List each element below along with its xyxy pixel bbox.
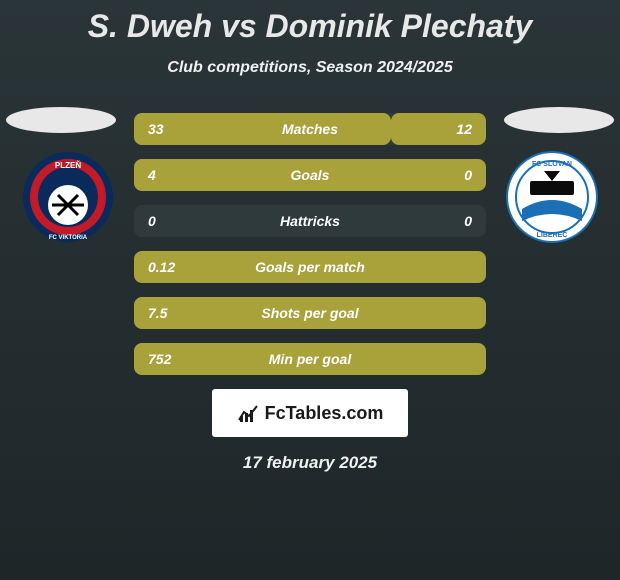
stat-value-right: 12 bbox=[456, 121, 472, 137]
stat-value-right: 0 bbox=[464, 167, 472, 183]
ellipse-right bbox=[504, 107, 614, 133]
watermark: FcTables.com bbox=[212, 389, 408, 437]
stat-label: Shots per goal bbox=[134, 305, 486, 321]
stat-row: 33Matches12 bbox=[134, 113, 486, 145]
liberec-crest-icon: FC SLOVAN LIBEREC bbox=[502, 151, 602, 243]
right-club-crest: FC SLOVAN LIBEREC bbox=[502, 151, 602, 243]
svg-text:LIBEREC: LIBEREC bbox=[537, 232, 568, 239]
svg-text:FC VIKTORIA: FC VIKTORIA bbox=[49, 235, 88, 241]
plzen-crest-icon: PLZEŇ FC VIKTORIA bbox=[18, 151, 118, 243]
stat-rows: 33Matches124Goals00Hattricks00.12Goals p… bbox=[134, 113, 486, 375]
subtitle: Club competitions, Season 2024/2025 bbox=[0, 59, 620, 77]
stat-row: 0.12Goals per match bbox=[134, 251, 486, 283]
comparison-panel: PLZEŇ FC VIKTORIA FC SLOVAN LIBEREC 33Ma… bbox=[0, 113, 620, 473]
stat-row: 4Goals0 bbox=[134, 159, 486, 191]
stat-label: Hattricks bbox=[134, 213, 486, 229]
left-club-crest: PLZEŇ FC VIKTORIA bbox=[18, 151, 118, 243]
stat-label: Matches bbox=[134, 121, 486, 137]
stat-row: 7.5Shots per goal bbox=[134, 297, 486, 329]
stat-value-right: 0 bbox=[464, 213, 472, 229]
watermark-text: FcTables.com bbox=[265, 403, 384, 424]
stat-label: Goals per match bbox=[134, 259, 486, 275]
chart-icon bbox=[237, 402, 259, 424]
stat-label: Min per goal bbox=[134, 351, 486, 367]
svg-text:FC SLOVAN: FC SLOVAN bbox=[532, 161, 572, 168]
svg-text:PLZEŇ: PLZEŇ bbox=[55, 161, 81, 170]
date-label: 17 february 2025 bbox=[0, 453, 620, 473]
page-title: S. Dweh vs Dominik Plechaty bbox=[0, 0, 620, 45]
ellipse-left bbox=[6, 107, 116, 133]
stat-label: Goals bbox=[134, 167, 486, 183]
stat-row: 0Hattricks0 bbox=[134, 205, 486, 237]
stat-row: 752Min per goal bbox=[134, 343, 486, 375]
